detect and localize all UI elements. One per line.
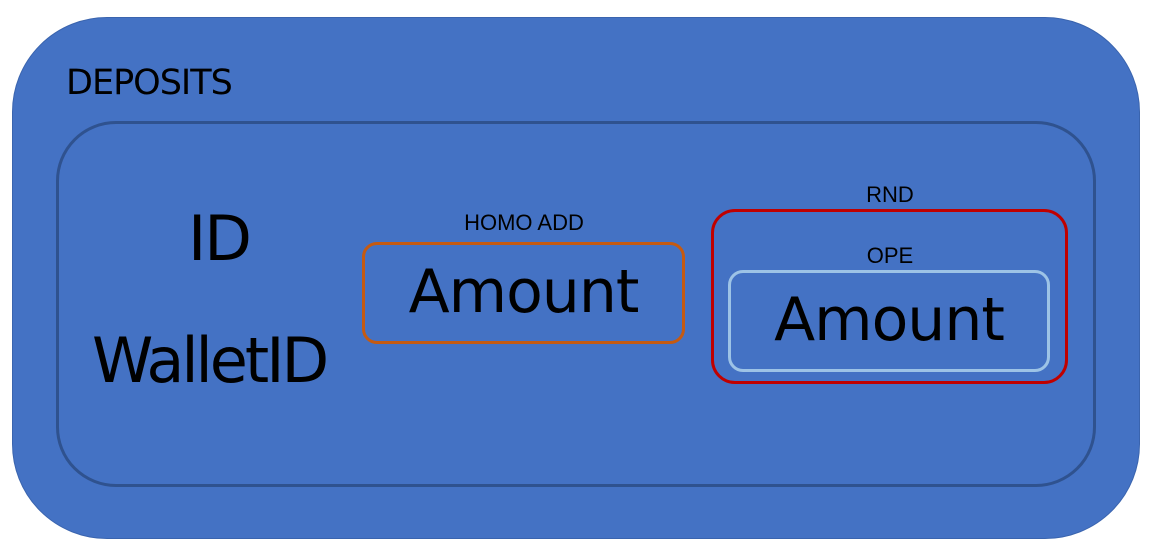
deposits-container [12, 17, 1140, 539]
ope-amount: Amount [774, 284, 1005, 355]
rnd-box [711, 209, 1068, 384]
deposits-title: DEPOSITS [66, 63, 233, 103]
homo-add-label: HOMO ADD [464, 210, 584, 235]
record-container [56, 121, 1096, 487]
ope-box: Amount [728, 270, 1050, 372]
rnd-label: RND [866, 182, 914, 207]
homo-add-box: Amount [362, 242, 685, 344]
id-field: ID [188, 202, 252, 275]
wallet-id-field: WalletID [92, 324, 329, 397]
homo-add-amount: Amount [408, 256, 640, 327]
ope-label: OPE [866, 243, 914, 268]
